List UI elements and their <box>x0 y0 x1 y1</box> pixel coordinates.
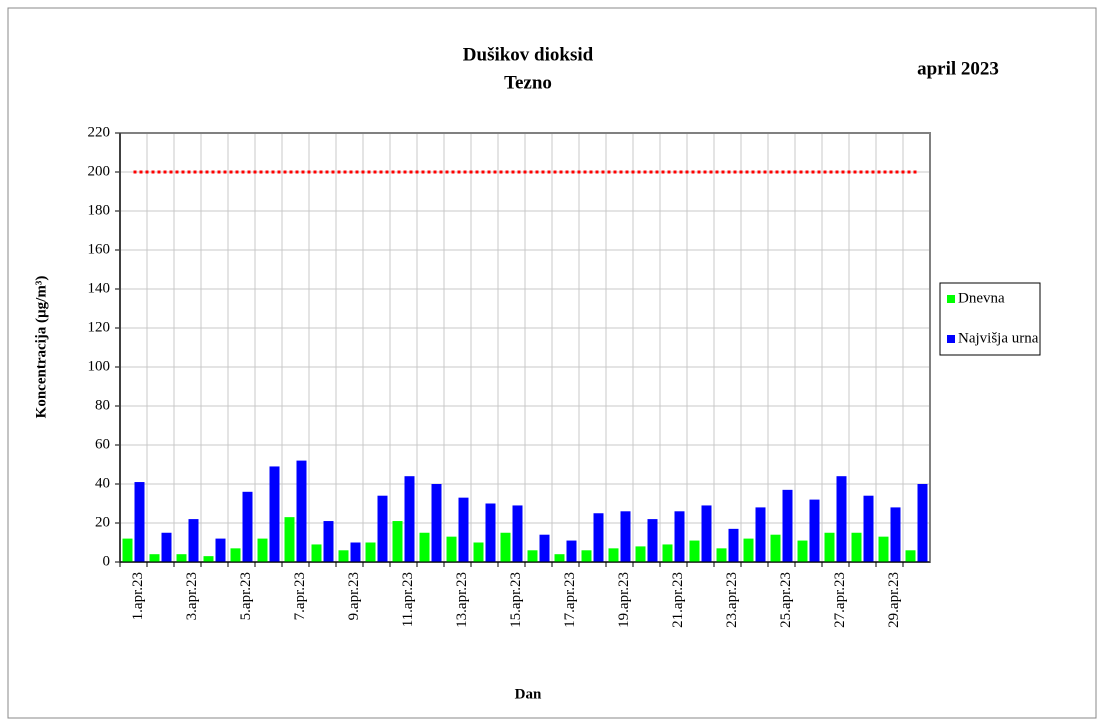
x-tick-label: 23.apr.23 <box>724 572 740 628</box>
x-tick-label: 9.apr.23 <box>346 572 362 620</box>
bar <box>323 521 334 562</box>
legend-box <box>939 282 1041 356</box>
bar <box>755 507 766 562</box>
bar <box>743 538 754 562</box>
y-tick-label: 60 <box>95 436 110 452</box>
bar <box>647 519 658 562</box>
bar <box>485 503 496 562</box>
y-tick-label: 120 <box>88 319 111 335</box>
bar <box>134 482 145 562</box>
bar <box>593 513 604 562</box>
x-tick-label: 15.apr.23 <box>508 572 524 628</box>
bar <box>878 536 889 562</box>
bar <box>566 540 577 562</box>
legend-label: Najvišja urna <box>958 330 1039 346</box>
x-tick-label: 11.apr.23 <box>400 572 416 627</box>
bar <box>539 534 550 562</box>
bar <box>473 542 484 562</box>
y-tick-label: 220 <box>88 124 111 140</box>
bar <box>188 519 199 562</box>
bar <box>662 544 673 562</box>
x-tick-label: 29.apr.23 <box>886 572 902 628</box>
bar <box>512 505 523 562</box>
bar <box>770 534 781 562</box>
bar <box>701 505 712 562</box>
bar <box>500 532 511 562</box>
y-tick-label: 0 <box>103 553 111 569</box>
chart-title: Dušikov dioksid <box>463 44 594 65</box>
bar <box>851 532 862 562</box>
y-tick-label: 80 <box>95 397 110 413</box>
x-tick-label: 27.apr.23 <box>832 572 848 628</box>
y-tick-label: 100 <box>88 358 111 374</box>
bar <box>149 554 160 562</box>
bar <box>311 544 322 562</box>
bar <box>365 542 376 562</box>
chart-period: april 2023 <box>917 58 999 79</box>
y-tick-label: 40 <box>95 475 110 491</box>
y-tick-label: 160 <box>88 241 111 257</box>
bar <box>863 495 874 562</box>
x-tick-label: 5.apr.23 <box>238 572 254 620</box>
bar <box>161 532 172 562</box>
bar <box>905 550 916 562</box>
bar <box>608 548 619 562</box>
y-axis-label: Koncentracija (µg/m³) <box>33 276 49 419</box>
bar <box>728 528 739 562</box>
bar <box>797 540 808 562</box>
bar <box>404 476 415 562</box>
bar <box>809 499 820 562</box>
x-tick-label: 13.apr.23 <box>454 572 470 628</box>
bar <box>527 550 538 562</box>
x-tick-label: 7.apr.23 <box>292 572 308 620</box>
bar <box>554 554 565 562</box>
y-tick-label: 180 <box>88 202 111 218</box>
x-tick-label: 1.apr.23 <box>130 572 146 620</box>
bar <box>836 476 847 562</box>
bar <box>338 550 349 562</box>
x-tick-label: 3.apr.23 <box>184 572 200 620</box>
y-tick-label: 20 <box>95 514 110 530</box>
x-tick-label: 21.apr.23 <box>670 572 686 628</box>
y-tick-label: 140 <box>88 280 111 296</box>
bar <box>242 491 253 562</box>
bar <box>431 484 442 562</box>
bar <box>269 466 280 562</box>
bar <box>620 511 631 562</box>
bar <box>689 540 700 562</box>
bar <box>716 548 727 562</box>
legend-swatch <box>947 335 955 343</box>
x-tick-label: 17.apr.23 <box>562 572 578 628</box>
bar <box>203 556 214 562</box>
bar <box>824 532 835 562</box>
bar <box>257 538 268 562</box>
bar <box>230 548 241 562</box>
bar <box>392 521 403 562</box>
bar <box>296 460 307 562</box>
bar <box>446 536 457 562</box>
x-tick-label: 25.apr.23 <box>778 572 794 628</box>
y-tick-label: 200 <box>88 163 111 179</box>
bar <box>419 532 430 562</box>
bar <box>674 511 685 562</box>
bar <box>782 489 793 562</box>
x-axis-label: Dan <box>515 686 542 702</box>
bar <box>635 546 646 562</box>
bar <box>215 538 226 562</box>
x-tick-label: 19.apr.23 <box>616 572 632 628</box>
bar <box>458 497 469 562</box>
legend-label: Dnevna <box>958 290 1005 306</box>
bar <box>122 538 133 562</box>
bar <box>377 495 388 562</box>
bar <box>176 554 187 562</box>
chart-subtitle: Tezno <box>504 72 552 93</box>
bar <box>350 542 361 562</box>
bar <box>890 507 901 562</box>
bar <box>917 484 928 562</box>
bar <box>284 517 295 562</box>
bar <box>581 550 592 562</box>
legend-swatch <box>947 295 955 303</box>
